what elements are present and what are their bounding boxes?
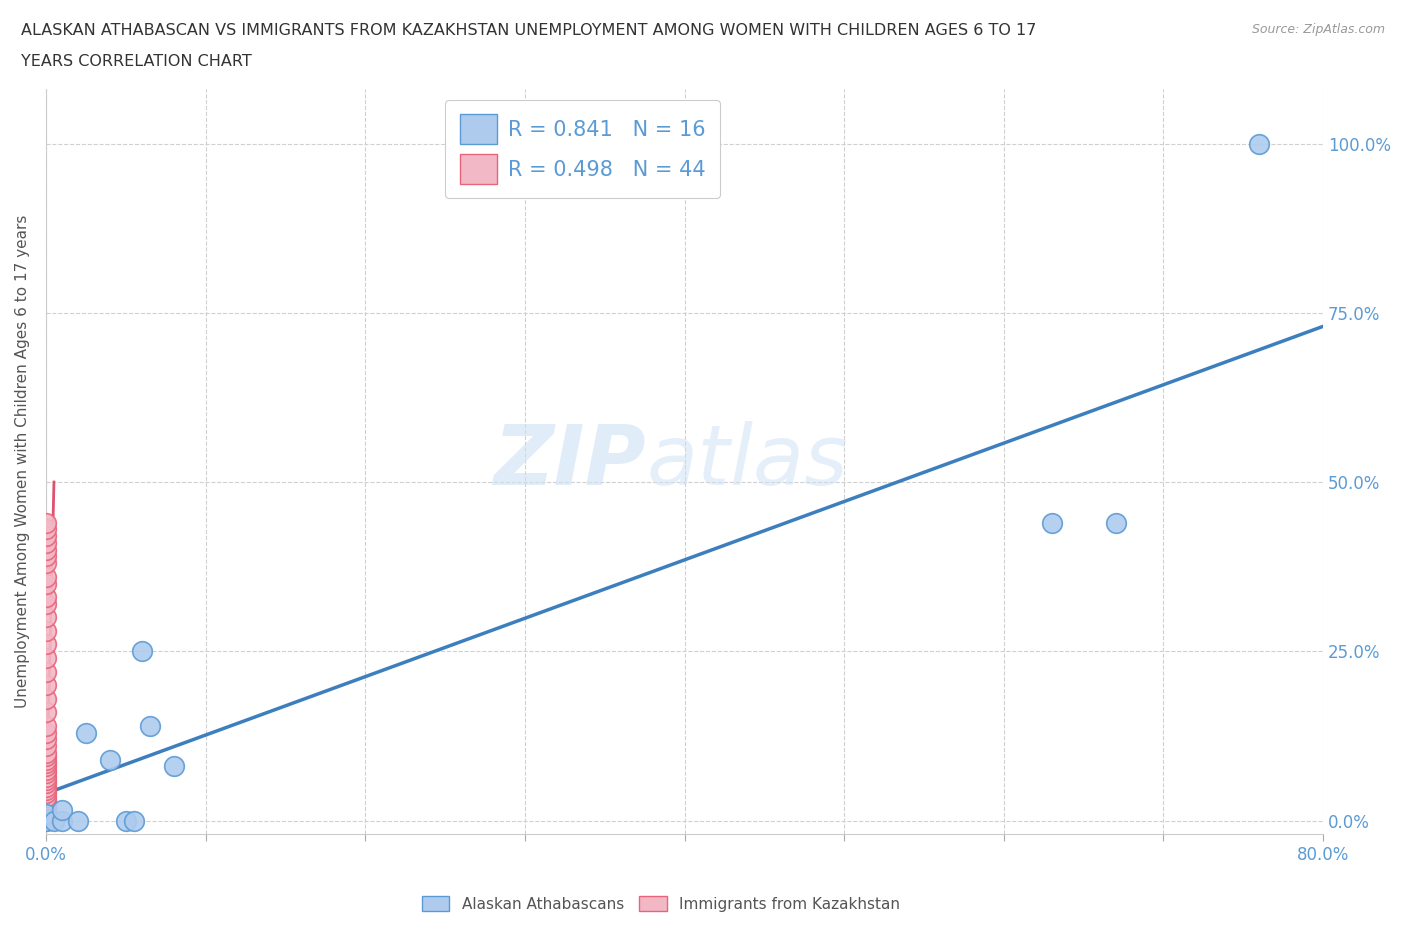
Point bbox=[35, 691, 58, 706]
Point bbox=[35, 718, 58, 733]
Point bbox=[75, 725, 97, 740]
Text: YEARS CORRELATION CHART: YEARS CORRELATION CHART bbox=[21, 54, 252, 69]
Point bbox=[42, 813, 65, 828]
Point bbox=[1249, 136, 1271, 151]
Text: ZIP: ZIP bbox=[494, 421, 647, 502]
Point bbox=[35, 549, 58, 564]
Point bbox=[35, 783, 58, 798]
Point bbox=[35, 732, 58, 747]
Point bbox=[122, 813, 145, 828]
Point bbox=[35, 813, 58, 828]
Point bbox=[35, 810, 58, 825]
Point bbox=[35, 790, 58, 804]
Text: Source: ZipAtlas.com: Source: ZipAtlas.com bbox=[1251, 23, 1385, 36]
Text: atlas: atlas bbox=[647, 421, 848, 502]
Point bbox=[35, 569, 58, 584]
Point bbox=[35, 637, 58, 652]
Point bbox=[163, 759, 186, 774]
Point bbox=[35, 664, 58, 679]
Point bbox=[35, 745, 58, 760]
Point bbox=[35, 515, 58, 530]
Point bbox=[35, 803, 58, 817]
Point bbox=[35, 813, 58, 828]
Point bbox=[35, 556, 58, 571]
Point bbox=[51, 813, 73, 828]
Point bbox=[35, 705, 58, 720]
Point bbox=[35, 779, 58, 794]
Text: ALASKAN ATHABASCAN VS IMMIGRANTS FROM KAZAKHSTAN UNEMPLOYMENT AMONG WOMEN WITH C: ALASKAN ATHABASCAN VS IMMIGRANTS FROM KA… bbox=[21, 23, 1036, 38]
Point bbox=[35, 800, 58, 815]
Point bbox=[1040, 515, 1063, 530]
Point bbox=[35, 576, 58, 591]
Point bbox=[35, 536, 58, 551]
Point bbox=[66, 813, 89, 828]
Point bbox=[35, 749, 58, 764]
Point bbox=[35, 759, 58, 774]
Point bbox=[35, 769, 58, 784]
Point bbox=[35, 786, 58, 801]
Point bbox=[35, 725, 58, 740]
Point bbox=[35, 796, 58, 811]
Point bbox=[35, 522, 58, 537]
Point bbox=[35, 763, 58, 777]
Point bbox=[35, 529, 58, 544]
Point bbox=[51, 803, 73, 817]
Point bbox=[35, 590, 58, 604]
Point bbox=[35, 542, 58, 557]
Point bbox=[98, 752, 121, 767]
Point bbox=[35, 792, 58, 807]
Point bbox=[35, 755, 58, 770]
Point bbox=[1104, 515, 1126, 530]
Point bbox=[35, 610, 58, 625]
Legend: Alaskan Athabascans, Immigrants from Kazakhstan: Alaskan Athabascans, Immigrants from Kaz… bbox=[416, 889, 905, 918]
Point bbox=[35, 623, 58, 638]
Point bbox=[35, 776, 58, 790]
Point bbox=[35, 738, 58, 753]
Point bbox=[35, 806, 58, 821]
Point bbox=[35, 806, 58, 821]
Point bbox=[139, 718, 162, 733]
Point bbox=[35, 765, 58, 780]
Point bbox=[35, 773, 58, 788]
Point bbox=[131, 644, 153, 658]
Point bbox=[35, 678, 58, 693]
Point bbox=[35, 596, 58, 611]
Point bbox=[114, 813, 136, 828]
Point bbox=[35, 752, 58, 767]
Point bbox=[35, 651, 58, 666]
Legend: R = 0.841   N = 16, R = 0.498   N = 44: R = 0.841 N = 16, R = 0.498 N = 44 bbox=[446, 100, 720, 198]
Y-axis label: Unemployment Among Women with Children Ages 6 to 17 years: Unemployment Among Women with Children A… bbox=[15, 215, 30, 709]
